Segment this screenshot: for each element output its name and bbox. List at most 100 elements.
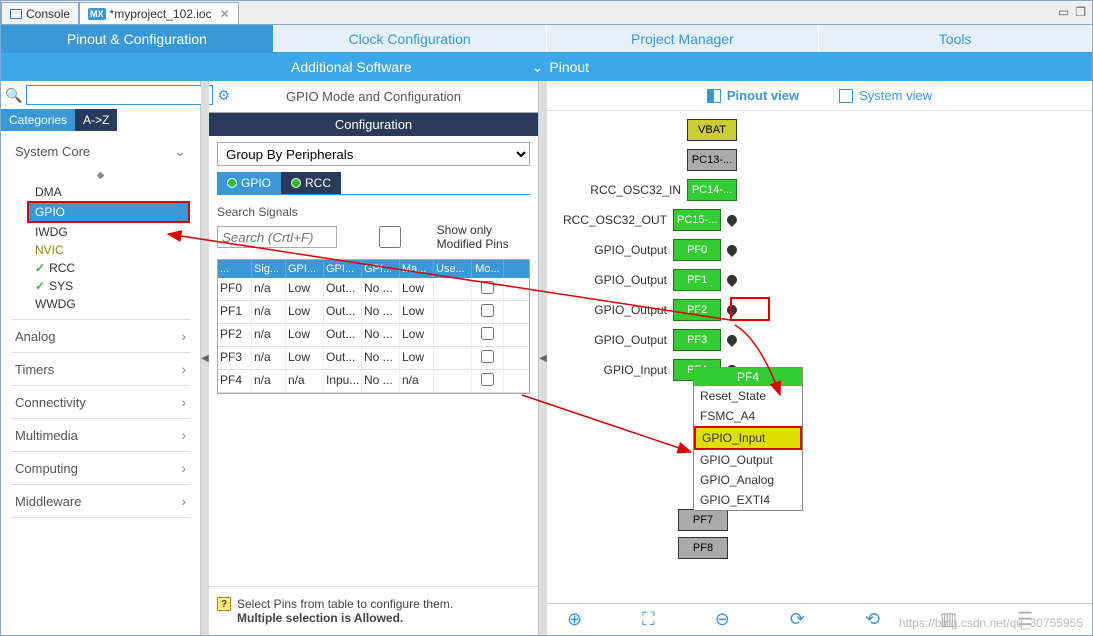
zoom-out-icon[interactable]: ⊖ <box>715 609 730 630</box>
table-row[interactable]: PF1n/aLowOut...No ...Low <box>218 301 529 324</box>
pin-box[interactable]: PF1 <box>673 269 721 291</box>
cattab-az[interactable]: A->Z <box>75 109 117 131</box>
pin-box[interactable]: PF0 <box>673 239 721 261</box>
maximize-icon[interactable]: ❐ <box>1075 5 1086 19</box>
row-checkbox[interactable] <box>481 327 494 340</box>
chevron-right-icon: › <box>181 460 186 476</box>
table-row[interactable]: PF0n/aLowOut...No ...Low <box>218 278 529 301</box>
th-user[interactable]: Use... <box>434 260 472 278</box>
pin-box[interactable]: PC13-... <box>687 149 737 171</box>
row-checkbox[interactable] <box>481 373 494 386</box>
search-icon[interactable]: 🔍 <box>5 87 22 104</box>
ctx-item[interactable]: GPIO_Output <box>694 450 802 470</box>
ptab-rcc[interactable]: RCC <box>281 172 341 194</box>
th-sig[interactable]: Sig... <box>252 260 286 278</box>
check-icon: ✓ <box>35 279 45 293</box>
row-checkbox[interactable] <box>481 304 494 317</box>
pinout-view-btn[interactable]: Pinout view <box>707 88 799 103</box>
system-view-btn[interactable]: System view <box>839 88 932 103</box>
fit-icon[interactable]: ⛶ <box>642 609 655 630</box>
catgroup-multimedia[interactable]: Multimedia› <box>11 419 190 451</box>
rotate-ccw-icon[interactable]: ⟲ <box>865 609 880 630</box>
signal-search-input[interactable] <box>217 226 337 248</box>
catgroup-connectivity[interactable]: Connectivity› <box>11 386 190 418</box>
annotation-box <box>730 297 770 321</box>
catgroup-computing[interactable]: Computing› <box>11 452 190 484</box>
collapse-left-icon[interactable]: ◀ <box>201 81 209 635</box>
catgroup-timers[interactable]: Timers› <box>11 353 190 385</box>
ctx-item[interactable]: GPIO_Analog <box>694 470 802 490</box>
catitem-gpio[interactable]: GPIO <box>27 201 190 223</box>
chevron-right-icon: › <box>181 427 186 443</box>
catitem-nvic[interactable]: NVIC <box>31 241 190 259</box>
th-mod[interactable]: Mo... <box>472 260 504 278</box>
minimize-icon[interactable]: ▭ <box>1058 5 1069 19</box>
collapse-mid-icon[interactable]: ◀ <box>539 81 547 635</box>
pin-row[interactable]: GPIO_Output PF0 <box>547 235 737 265</box>
tab-tools[interactable]: Tools <box>819 25 1092 52</box>
pin-row[interactable]: GPIO_Output PF1 <box>547 265 737 295</box>
catitem-iwdg[interactable]: IWDG <box>31 223 190 241</box>
pin-row[interactable]: GPIO_OutputPF2 <box>547 295 737 325</box>
th-pin[interactable]: ... <box>218 260 252 278</box>
pin-box[interactable]: PF2 <box>673 299 721 321</box>
catgroup-analog[interactable]: Analog› <box>11 320 190 352</box>
row-checkbox[interactable] <box>481 350 494 363</box>
tab-project[interactable]: Project Manager <box>547 25 820 52</box>
pin-label: GPIO_Output <box>547 243 667 257</box>
editor-tabbar: Console MX*myproject_102.ioc✕ ▭ ❐ <box>1 1 1092 25</box>
th-gpi2[interactable]: GPI... <box>324 260 362 278</box>
groupby-select[interactable]: Group By Peripherals <box>217 142 530 166</box>
cattab-categories[interactable]: Categories <box>1 109 75 131</box>
pinout-panel: Pinout view System view VBAT PC13-... RCC_… <box>547 81 1092 635</box>
pinout-dropdown[interactable]: Pinout <box>512 59 609 76</box>
ctx-item[interactable]: FSMC_A4 <box>694 406 802 426</box>
catitem-rcc[interactable]: ✓RCC <box>31 259 190 277</box>
catgroup-middleware[interactable]: Middleware› <box>11 485 190 517</box>
table-row[interactable]: PF3n/aLowOut...No ...Low <box>218 347 529 370</box>
tab-console[interactable]: Console <box>1 2 79 24</box>
catitem-sys[interactable]: ✓SYS <box>31 277 190 295</box>
catitem-wwdg[interactable]: WWDG <box>31 295 190 313</box>
pin-context-menu: PF4 Reset_StateFSMC_A4GPIO_InputGPIO_Out… <box>693 367 803 511</box>
pin-label: GPIO_Output <box>547 273 667 287</box>
rotate-cw-icon[interactable]: ⟳ <box>790 609 805 630</box>
ctx-item[interactable]: GPIO_Input <box>694 426 802 450</box>
category-panel: 🔍 ⚙ Categories A->Z System Core⌄ ◆ DMA G… <box>1 81 201 635</box>
tab-file[interactable]: MX*myproject_102.ioc✕ <box>79 2 239 24</box>
pin-row[interactable]: RCC_OSC32_OUT PC15-... <box>547 205 737 235</box>
catitem-dma[interactable]: DMA <box>31 183 190 201</box>
pin-box[interactable]: PF8 <box>678 537 728 559</box>
pin-box[interactable]: PF7 <box>678 509 728 531</box>
close-icon[interactable]: ✕ <box>220 7 230 21</box>
pin-box[interactable]: VBAT <box>687 119 737 141</box>
pin-box[interactable]: PC14-... <box>687 179 737 201</box>
pin-row[interactable]: VBAT <box>547 115 737 145</box>
chip-canvas[interactable]: VBATPC13-...RCC_OSC32_INPC14-...RCC_OSC3… <box>547 111 1092 603</box>
pin-box[interactable]: PF3 <box>673 329 721 351</box>
mx-icon: MX <box>88 8 106 20</box>
table-row[interactable]: PF4n/an/aInpu...No ...n/a <box>218 370 529 393</box>
status-dot-icon <box>291 178 301 188</box>
ctx-item[interactable]: Reset_State <box>694 386 802 406</box>
pin-label: RCC_OSC32_OUT <box>547 213 667 227</box>
gpio-table: ... Sig... GPI... GPI... GPI... Ma... Us… <box>217 259 530 394</box>
th-gpi1[interactable]: GPI... <box>286 260 324 278</box>
zoom-in-icon[interactable]: ⊕ <box>567 609 582 630</box>
row-checkbox[interactable] <box>481 281 494 294</box>
th-max[interactable]: Ma... <box>400 260 434 278</box>
ctx-item[interactable]: GPIO_EXTI4 <box>694 490 802 510</box>
pin-row[interactable]: GPIO_OutputPF3 <box>547 325 737 355</box>
tab-clock[interactable]: Clock Configuration <box>274 25 547 52</box>
category-search-input[interactable] <box>26 85 213 105</box>
th-gpi3[interactable]: GPI... <box>362 260 400 278</box>
pin-row[interactable]: RCC_OSC32_INPC14-... <box>547 175 737 205</box>
show-modified-checkbox[interactable]: Show only Modified Pins <box>347 223 530 251</box>
catgroup-systemcore[interactable]: System Core⌄ <box>11 135 190 168</box>
pin-box[interactable]: PC15-... <box>673 209 721 231</box>
table-row[interactable]: PF2n/aLowOut...No ...Low <box>218 324 529 347</box>
pin-row[interactable]: PC13-... <box>547 145 737 175</box>
ptab-gpio[interactable]: GPIO <box>217 172 281 194</box>
additional-software[interactable]: Additional Software <box>271 59 432 75</box>
tab-pinout-config[interactable]: Pinout & Configuration <box>1 25 274 52</box>
